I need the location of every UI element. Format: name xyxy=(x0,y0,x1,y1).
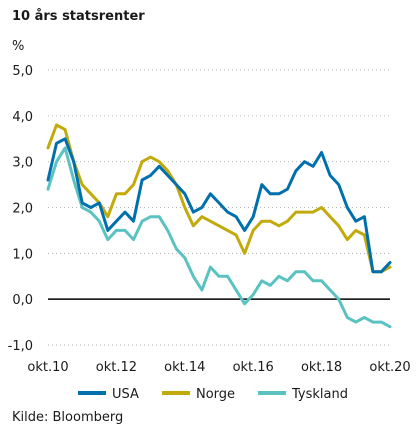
y-tick-label: 5,0 xyxy=(12,64,33,79)
series-line-usa xyxy=(46,137,392,274)
legend-label-norge: Norge xyxy=(196,387,235,402)
grid xyxy=(48,69,390,346)
x-axis: okt.10 okt.12 okt.14 okt.16 okt.18 okt.20 xyxy=(27,360,410,375)
legend-label-tyskland: Tyskland xyxy=(291,387,348,402)
series-line-norge xyxy=(46,123,392,274)
x-tick-label: okt.20 xyxy=(369,360,410,375)
series-line-tyskland xyxy=(46,146,392,329)
legend: USA Norge Tyskland xyxy=(78,387,348,402)
plot-area xyxy=(46,123,392,329)
y-tick-label: 3,0 xyxy=(12,156,33,171)
y-tick-label: 2,0 xyxy=(12,202,33,217)
y-tick-label: 1,0 xyxy=(12,247,33,262)
y-tick-label: 0,0 xyxy=(12,293,33,308)
source-note: Kilde: Bloomberg xyxy=(12,410,123,425)
y-axis: 5,0 4,0 3,0 2,0 1,0 0,0 -1,0 xyxy=(8,64,33,354)
x-tick-label: okt.12 xyxy=(96,360,137,375)
chart-title: 10 års statsrenter xyxy=(12,9,145,24)
x-tick-label: okt.18 xyxy=(301,360,342,375)
x-tick-label: okt.14 xyxy=(164,360,205,375)
y-tick-label: -1,0 xyxy=(8,339,33,354)
x-tick-label: okt.16 xyxy=(233,360,274,375)
y-axis-unit: % xyxy=(12,39,24,54)
y-tick-label: 4,0 xyxy=(12,110,33,125)
legend-label-usa: USA xyxy=(112,387,139,402)
x-tick-label: okt.10 xyxy=(27,360,68,375)
